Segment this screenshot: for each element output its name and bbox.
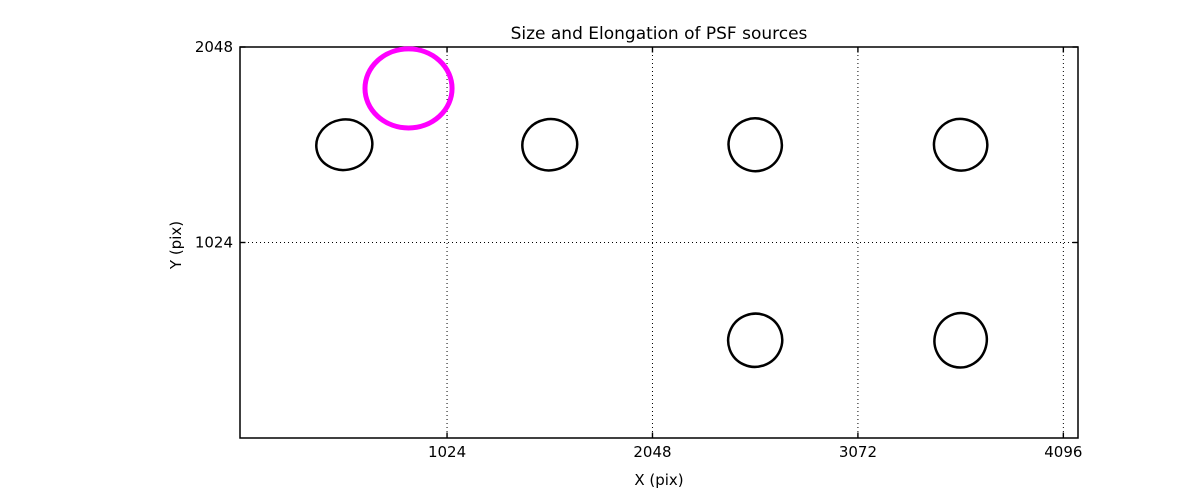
x-tick-label: 3072	[839, 443, 877, 461]
x-axis-label: X (pix)	[634, 471, 683, 489]
x-tick-label: 1024	[428, 443, 466, 461]
x-tick-label: 4096	[1044, 443, 1082, 461]
psf-ellipse	[726, 312, 784, 369]
y-tick-label: 2048	[195, 38, 233, 56]
psf-ellipse	[932, 117, 989, 172]
psf-ellipse	[727, 117, 784, 173]
psf-ellipse-highlighted	[362, 46, 455, 131]
y-axis-label: Y (pix)	[167, 221, 185, 270]
y-tick-label: 1024	[195, 234, 233, 252]
gridlines	[240, 46, 1078, 438]
chart-title: Size and Elongation of PSF sources	[511, 24, 808, 44]
psf-ellipse	[315, 118, 374, 172]
psf-ellipse	[521, 117, 579, 172]
psf-ellipse	[933, 311, 989, 369]
psf-ellipses	[315, 46, 989, 369]
x-tick-label: 2048	[633, 443, 671, 461]
tick-labels: 1024 2048 3072 4096 1024 2048	[195, 38, 1083, 461]
axis-ticks	[240, 46, 1078, 438]
